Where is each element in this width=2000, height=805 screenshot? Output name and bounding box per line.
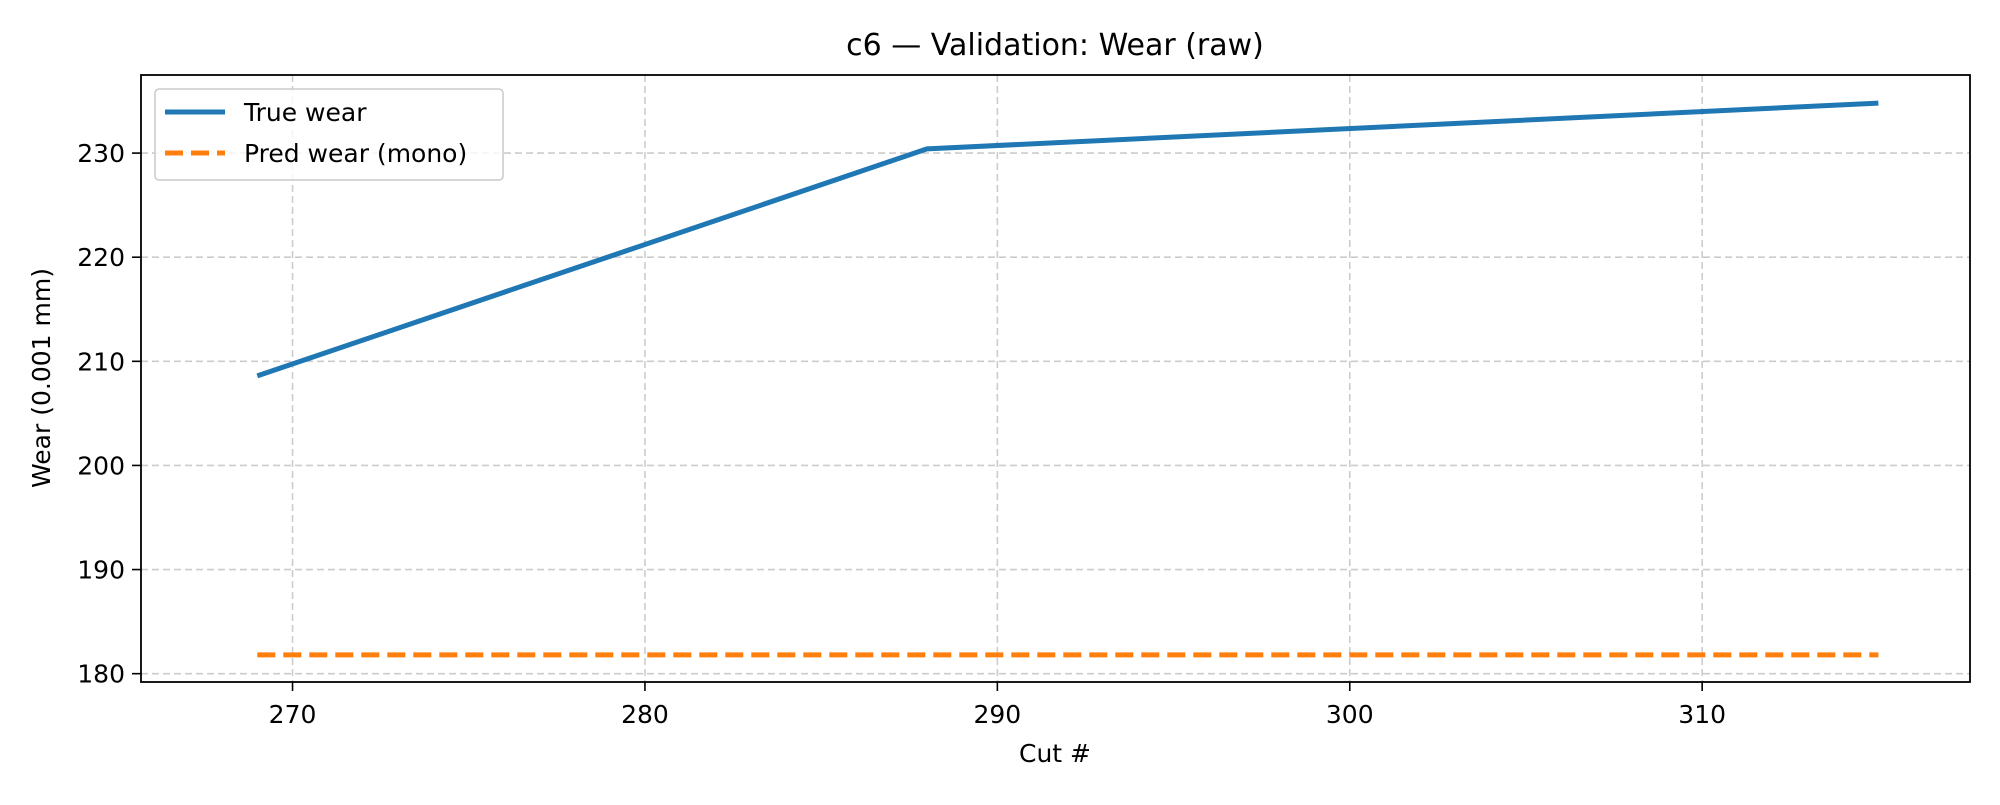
x-axis-label: Cut #: [1019, 739, 1091, 768]
legend-label-true-wear: True wear: [243, 98, 367, 127]
x-tick-label: 300: [1326, 700, 1374, 729]
y-tick-label: 200: [77, 451, 125, 480]
y-tick-label: 230: [77, 139, 125, 168]
chart-title: c6 — Validation: Wear (raw): [846, 28, 1264, 63]
y-tick-label: 190: [77, 556, 125, 585]
legend-box: [154, 88, 504, 181]
plot-frame: [140, 74, 1971, 683]
series-lines: [256, 100, 1879, 658]
series-line-true-wear: [256, 100, 1879, 379]
x-tick-label: 280: [621, 700, 669, 729]
x-tick-label: 310: [1678, 700, 1726, 729]
y-tick-label: 220: [77, 243, 125, 272]
legend: True wear Pred wear (mono): [154, 88, 504, 181]
legend-label-pred-wear: Pred wear (mono): [244, 139, 467, 168]
grid: [141, 75, 1970, 682]
x-tick-label: 290: [973, 700, 1021, 729]
y-tick-label: 180: [77, 660, 125, 689]
x-tick-label: 270: [269, 700, 317, 729]
y-tick-label: 210: [77, 347, 125, 376]
y-axis-label: Wear (0.001 mm): [27, 268, 56, 488]
axis-ticks: 270 280 290 300 310 180 190 200 210 220 230: [77, 139, 1726, 729]
